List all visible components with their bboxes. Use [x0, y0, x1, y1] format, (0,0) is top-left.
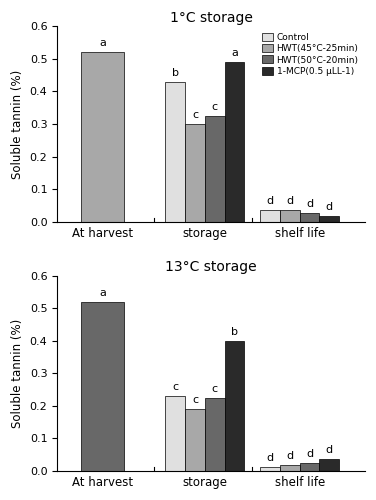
Bar — [205, 398, 224, 471]
Text: d: d — [326, 202, 333, 212]
Y-axis label: Soluble tannin (%): Soluble tannin (%) — [11, 70, 24, 178]
Bar — [81, 52, 124, 222]
Text: d: d — [286, 196, 293, 206]
Bar — [185, 124, 205, 222]
Title: 1°C storage: 1°C storage — [170, 11, 252, 25]
Text: a: a — [99, 38, 106, 48]
Title: 13°C storage: 13°C storage — [165, 260, 257, 274]
Bar — [81, 302, 124, 471]
Bar — [300, 463, 319, 471]
Bar — [165, 82, 185, 222]
Text: d: d — [326, 444, 333, 454]
Text: c: c — [192, 110, 198, 120]
Text: b: b — [172, 68, 179, 78]
Bar — [280, 210, 300, 222]
Text: d: d — [306, 199, 313, 209]
Text: c: c — [212, 102, 218, 112]
Bar — [260, 210, 280, 222]
Y-axis label: Soluble tannin (%): Soluble tannin (%) — [11, 318, 24, 428]
Text: a: a — [99, 288, 106, 298]
Bar — [280, 465, 300, 471]
Bar — [224, 62, 244, 222]
Text: d: d — [306, 449, 313, 459]
Text: c: c — [172, 382, 178, 392]
Bar — [260, 467, 280, 471]
Bar — [319, 458, 339, 471]
Bar — [224, 340, 244, 471]
Text: d: d — [286, 452, 293, 462]
Text: c: c — [212, 384, 218, 394]
Bar — [319, 216, 339, 222]
Legend: Control, HWT(45°C-25min), HWT(50°C-20min), 1-MCP(0.5 μLL-1): Control, HWT(45°C-25min), HWT(50°C-20min… — [260, 31, 360, 78]
Bar — [300, 213, 319, 222]
Text: d: d — [267, 453, 274, 463]
Text: a: a — [231, 48, 238, 58]
Bar — [185, 409, 205, 471]
Text: c: c — [192, 395, 198, 405]
Bar — [165, 396, 185, 471]
Bar — [205, 116, 224, 222]
Text: d: d — [267, 196, 274, 206]
Text: b: b — [231, 327, 238, 337]
